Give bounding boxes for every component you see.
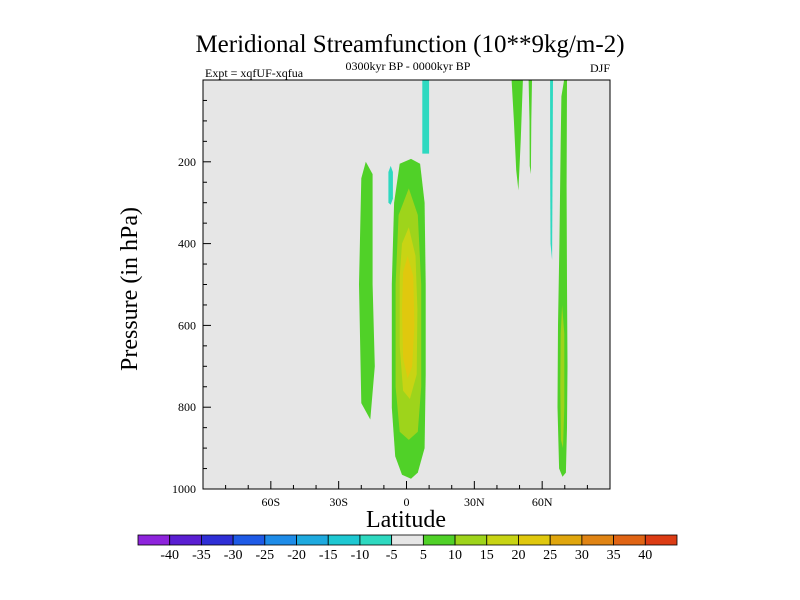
- colorbar-label: -25: [255, 548, 274, 563]
- contour-region-nh-subtropical-positive-2: [528, 80, 532, 175]
- colorbar-swatch: [169, 534, 202, 546]
- x-tick-label: 60S: [261, 495, 280, 509]
- colorbar-swatch: [422, 534, 456, 546]
- colorbar-label: 40: [638, 548, 652, 563]
- x-tick-label: 30N: [464, 495, 485, 509]
- y-tick-label: 1000: [172, 482, 196, 496]
- contour-region-nh-tropical-negative-strip: [422, 80, 430, 154]
- colorbar-label: -10: [351, 548, 370, 563]
- colorbar-swatch: [359, 534, 393, 546]
- colorbar-label: -30: [224, 548, 243, 563]
- contour-region-sh-subtropical-positive: [359, 161, 375, 420]
- colorbar-label: 35: [607, 548, 621, 563]
- colorbar-label: 10: [448, 548, 462, 563]
- colorbar: -40 -35 -30 -25 -20 -15 -10 -5 5 10 15 20 25 30 35 40: [137, 534, 678, 563]
- contour-region-nh-midlatitude-negative-strip: [550, 80, 553, 260]
- x-tick-label: 0: [404, 495, 410, 509]
- contour-regions: [359, 80, 568, 479]
- colorbar-swatch: [391, 534, 424, 546]
- colorbar-swatch: [518, 534, 551, 546]
- colorbar-label: -15: [319, 548, 338, 563]
- y-axis-ticks: 200 400 600 800 1000: [172, 99, 211, 496]
- y-tick-label: 800: [178, 400, 196, 414]
- contour-region-nh-midlatitude-positive-10: [560, 305, 565, 449]
- colorbar-swatch: [549, 534, 583, 546]
- x-axis-ticks: 60S 30S 0 30N 60N: [225, 481, 588, 509]
- y-tick-label: 200: [178, 155, 196, 169]
- experiment-label: Expt = xqfUF-xqfua: [205, 66, 304, 80]
- y-axis-label: Pressure (in hPa): [117, 207, 143, 371]
- colorbar-swatch: [454, 534, 488, 546]
- colorbar-swatch: [137, 534, 171, 546]
- colorbar-swatch: [581, 534, 614, 546]
- colorbar-swatch: [264, 534, 297, 546]
- colorbar-label: 30: [575, 548, 589, 563]
- colorbar-swatch: [486, 534, 519, 546]
- colorbar-label: 5: [420, 548, 427, 563]
- chart-title: Meridional Streamfunction (10**9kg/m-2): [195, 31, 624, 58]
- colorbar-label: -35: [192, 548, 211, 563]
- x-axis-label: Latitude: [366, 507, 446, 533]
- colorbar-label: 15: [480, 548, 494, 563]
- colorbar-swatch: [613, 534, 646, 546]
- x-tick-label: 60N: [532, 495, 553, 509]
- colorbar-swatch: [327, 534, 361, 546]
- colorbar-swatch: [644, 534, 678, 546]
- colorbar-swatch: [232, 534, 266, 546]
- y-tick-label: 600: [178, 318, 196, 332]
- contour-region-equatorial-positive-20: [402, 255, 415, 379]
- period-label: 0300kyr BP - 0000kyr BP: [346, 59, 471, 73]
- colorbar-swatch: [201, 534, 234, 546]
- colorbar-label: -5: [386, 548, 398, 563]
- contour-region-sh-negative-small: [388, 165, 393, 205]
- x-tick-label: 30S: [329, 495, 348, 509]
- y-tick-label: 400: [178, 237, 196, 251]
- colorbar-label: 20: [511, 548, 525, 563]
- colorbar-swatch: [296, 534, 329, 546]
- colorbar-label: -40: [160, 548, 179, 563]
- contour-region-nh-midlatitude-positive-5: [557, 80, 568, 477]
- season-label: DJF: [590, 61, 610, 75]
- colorbar-label: 25: [543, 548, 557, 563]
- colorbar-label: -20: [287, 548, 306, 563]
- contour-region-nh-subtropical-positive-1: [511, 80, 523, 191]
